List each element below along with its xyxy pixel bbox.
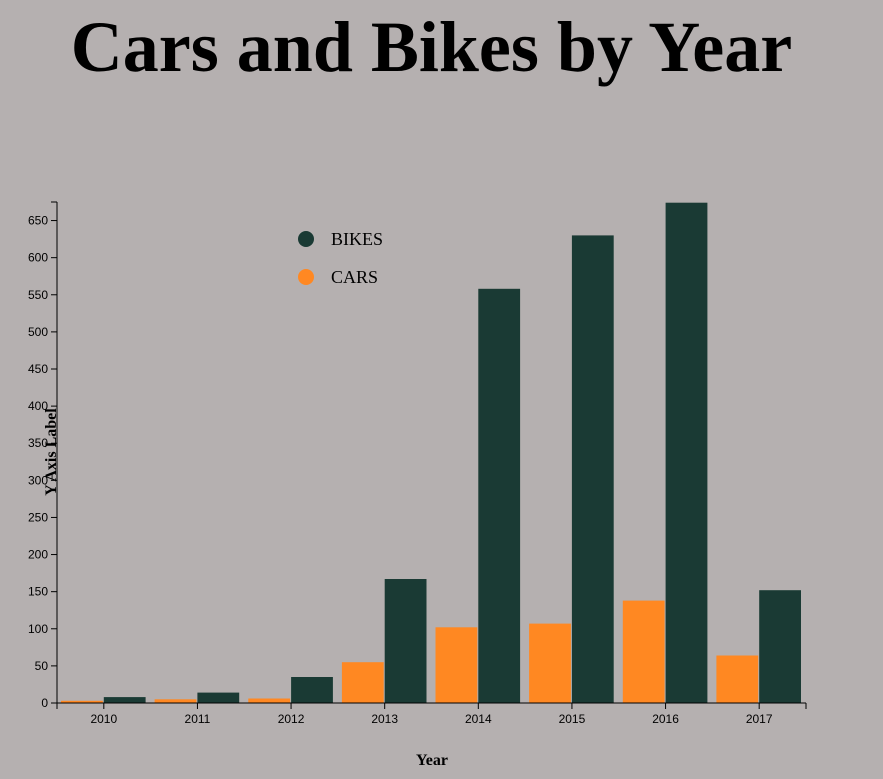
- bar-cars-2012: [248, 698, 291, 703]
- x-tick-label: 2013: [371, 712, 398, 726]
- legend-swatch-cars: [298, 269, 314, 285]
- y-tick-label: 100: [28, 622, 48, 636]
- x-axis-title: Year: [416, 752, 448, 769]
- y-tick-label: 650: [28, 214, 48, 228]
- y-tick-label: 150: [28, 585, 48, 599]
- y-tick-label: 200: [28, 548, 48, 562]
- x-tick-label: 2011: [185, 712, 211, 726]
- legend-swatch-bikes: [298, 231, 314, 247]
- y-axis: 0 50 100 150 200 250 300 350 400 450 500 550 600 650: [28, 201, 58, 710]
- bar-bikes-2013: [384, 579, 427, 703]
- bar-cars-2015: [529, 623, 571, 703]
- y-tick-label: 600: [28, 251, 48, 265]
- legend-label-cars: CARS: [331, 267, 378, 287]
- y-tick-label: 550: [28, 288, 48, 302]
- x-tick-label: 2014: [465, 712, 492, 726]
- y-tick-label: 400: [28, 399, 48, 413]
- x-tick-label: 2012: [278, 712, 305, 726]
- bar-bikes-2015: [571, 235, 614, 703]
- y-tick-label: 500: [28, 325, 48, 339]
- bar-cars-2011: [154, 699, 197, 703]
- legend: BIKES CARS: [298, 229, 383, 287]
- x-tick-label: 2016: [652, 712, 679, 726]
- legend-label-bikes: BIKES: [331, 229, 383, 249]
- y-axis-title: Y Axis Label: [43, 408, 60, 496]
- bar-bikes-2014: [478, 288, 521, 703]
- y-tick-label: 350: [28, 436, 48, 450]
- bar-bikes-2017: [759, 590, 801, 703]
- y-tick-label: 0: [41, 696, 48, 710]
- y-tick-label: 250: [28, 510, 48, 524]
- bar-bikes-2010: [103, 697, 146, 703]
- bars-group: [61, 202, 801, 703]
- x-tick-label: 2010: [90, 712, 117, 726]
- bar-bikes-2016: [665, 202, 708, 703]
- bar-bikes-2012: [291, 677, 333, 703]
- bar-bikes-2011: [197, 692, 240, 703]
- bar-cars-2010: [61, 700, 103, 703]
- bar-cars-2014: [435, 627, 478, 703]
- bar-cars-2017: [716, 655, 759, 703]
- page-title: Cars and Bikes by Year: [70, 7, 793, 87]
- x-axis: 2010 2011 2012 2013 2014 2015 2016 2017: [56, 702, 807, 726]
- x-tick-label: 2015: [559, 712, 586, 726]
- y-tick-label: 300: [28, 473, 48, 487]
- bar-cars-2016: [622, 600, 665, 703]
- x-tick-label: 2017: [746, 712, 773, 726]
- y-tick-label: 450: [28, 362, 48, 376]
- y-tick-label: 50: [35, 659, 49, 673]
- bar-cars-2013: [341, 662, 384, 703]
